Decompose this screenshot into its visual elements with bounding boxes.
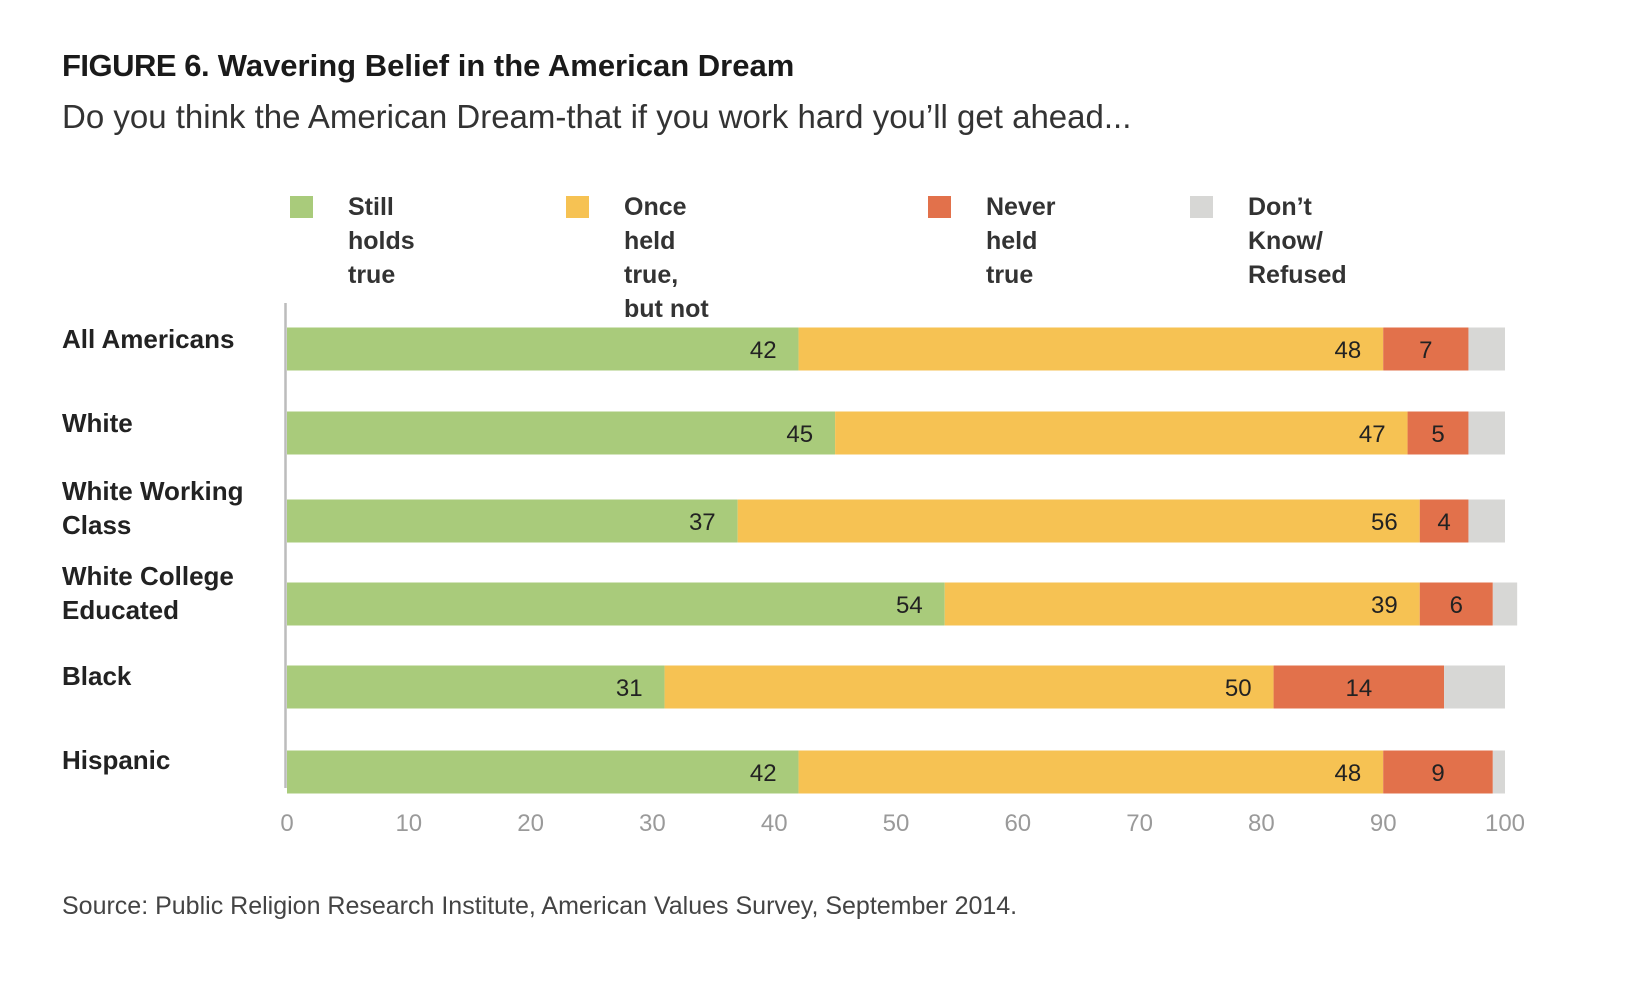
data-label-hispanic-never-held-true: 9 xyxy=(1431,760,1444,787)
bar-segment-white-working-class-still-holds-true xyxy=(287,499,738,543)
bar-segment-all-americans-don-t-know-refused xyxy=(1468,327,1505,371)
legend-swatch-dont-know xyxy=(1190,196,1213,218)
x-tick-label-20: 20 xyxy=(517,810,544,837)
legend-label-never-held-true: Never held true xyxy=(986,193,1056,289)
x-tick-label-30: 30 xyxy=(639,810,666,837)
bar-segment-hispanic-still-holds-true xyxy=(287,750,799,794)
category-label-all-americans: All Americans xyxy=(62,324,235,354)
legend-label-dont-know: Don’t Know/ Refused xyxy=(1248,193,1347,289)
bar-segment-hispanic-once-held-true-but-not-anymore xyxy=(798,750,1384,794)
category-label-black: Black xyxy=(62,661,132,691)
figure-label: FIGURE 6. xyxy=(62,48,210,83)
legend-swatch-once-held-true xyxy=(566,196,589,218)
data-label-black-still-holds-true: 31 xyxy=(616,675,643,702)
x-tick-label-0: 0 xyxy=(280,810,293,837)
bar-segment-hispanic-don-t-know-refused xyxy=(1492,750,1505,794)
data-label-white-working-class-never-held-true: 4 xyxy=(1437,509,1450,536)
data-label-white-once-held-true-but-not-anymore: 47 xyxy=(1359,421,1386,448)
data-label-white-still-holds-true: 45 xyxy=(786,421,813,448)
data-label-white-college-educated-once-held-true-but-not-anymore: 39 xyxy=(1371,592,1398,619)
chart-subtitle: Do you think the American Dream-that if … xyxy=(62,98,1132,135)
bar-segment-white-working-class-never-held-true xyxy=(1419,499,1469,543)
bar-segment-black-once-held-true-but-not-anymore xyxy=(664,665,1274,709)
x-tick-label-50: 50 xyxy=(883,810,910,837)
chart-title-text: Wavering Belief in the American Dream xyxy=(217,48,795,83)
data-label-black-never-held-true: 14 xyxy=(1345,675,1372,702)
bar-segment-white-college-educated-never-held-true xyxy=(1419,582,1493,626)
bar-segment-all-americans-still-holds-true xyxy=(287,327,799,371)
data-label-white-college-educated-never-held-true: 6 xyxy=(1450,592,1463,619)
bar-segment-white-still-holds-true xyxy=(287,411,836,455)
data-label-white-working-class-once-held-true-but-not-anymore: 56 xyxy=(1371,509,1398,536)
data-label-hispanic-once-held-true-but-not-anymore: 48 xyxy=(1334,760,1361,787)
x-tick-label-10: 10 xyxy=(395,810,422,837)
bar-segment-white-college-educated-still-holds-true xyxy=(287,582,945,626)
data-label-white-never-held-true: 5 xyxy=(1431,421,1444,448)
bar-segment-white-college-educated-don-t-know-refused xyxy=(1492,582,1518,626)
bar-segment-white-once-held-true-but-not-anymore xyxy=(835,411,1408,455)
bar-segment-white-working-class-once-held-true-but-not-anymore xyxy=(737,499,1420,543)
data-label-hispanic-still-holds-true: 42 xyxy=(750,760,777,787)
bar-segment-all-americans-once-held-true-but-not-anymore xyxy=(798,327,1384,371)
x-tick-label-100: 100 xyxy=(1485,810,1525,837)
bar-segment-white-don-t-know-refused xyxy=(1468,411,1505,455)
x-tick-label-60: 60 xyxy=(1004,810,1031,837)
x-tick-label-90: 90 xyxy=(1370,810,1397,837)
category-label-hispanic: Hispanic xyxy=(62,745,171,775)
x-tick-label-80: 80 xyxy=(1248,810,1275,837)
category-label-white-working-class: White Working Class xyxy=(62,476,244,540)
bar-segment-black-still-holds-true xyxy=(287,665,665,709)
x-tick-label-40: 40 xyxy=(761,810,788,837)
bar-segment-all-americans-never-held-true xyxy=(1383,327,1469,371)
category-label-white: White xyxy=(62,408,133,438)
bar-segment-white-college-educated-once-held-true-but-not-anymore xyxy=(944,582,1420,626)
bar-segment-hispanic-never-held-true xyxy=(1383,750,1493,794)
legend-label-still-holds-true: Still holds true xyxy=(348,193,415,289)
bar-segment-black-don-t-know-refused xyxy=(1444,665,1505,709)
bar-segment-white-never-held-true xyxy=(1407,411,1469,455)
data-label-black-once-held-true-but-not-anymore: 50 xyxy=(1225,675,1252,702)
data-label-white-working-class-still-holds-true: 37 xyxy=(689,509,716,536)
bar-segment-white-working-class-don-t-know-refused xyxy=(1468,499,1505,543)
bar-segment-black-never-held-true xyxy=(1273,665,1445,709)
legend-swatch-still-holds-true xyxy=(290,196,313,218)
data-label-white-college-educated-still-holds-true: 54 xyxy=(896,592,923,619)
category-label-white-college-educated: White College Educated xyxy=(62,561,234,625)
data-label-all-americans-never-held-true: 7 xyxy=(1419,337,1432,364)
data-label-all-americans-still-holds-true: 42 xyxy=(750,337,777,364)
data-label-all-americans-once-held-true-but-not-anymore: 48 xyxy=(1334,337,1361,364)
legend-swatch-never-held-true xyxy=(928,196,951,218)
chart-title: FIGURE 6. Wavering Belief in the America… xyxy=(62,48,794,84)
x-tick-label-70: 70 xyxy=(1126,810,1153,837)
source-note: Source: Public Religion Research Institu… xyxy=(62,892,1018,920)
